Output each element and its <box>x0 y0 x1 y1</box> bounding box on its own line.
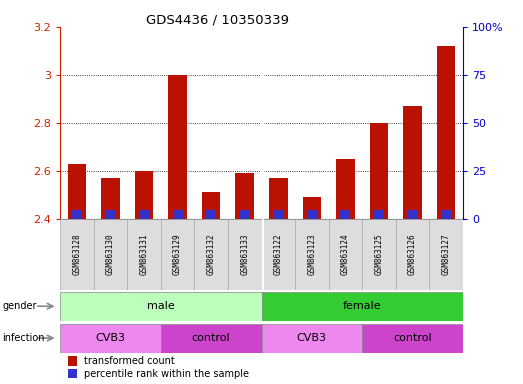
Text: GDS4436 / 10350339: GDS4436 / 10350339 <box>146 13 289 26</box>
Bar <box>273 210 283 219</box>
Text: gender: gender <box>3 301 37 311</box>
Bar <box>72 210 82 219</box>
Text: infection: infection <box>3 333 45 343</box>
Bar <box>437 46 456 219</box>
Bar <box>429 219 463 290</box>
Bar <box>60 219 94 290</box>
Bar <box>307 210 317 219</box>
Bar <box>328 219 362 290</box>
Bar <box>262 324 362 353</box>
Text: GSM863123: GSM863123 <box>308 233 316 275</box>
Bar <box>262 219 264 290</box>
Bar <box>161 324 262 353</box>
Bar <box>235 173 254 219</box>
Bar <box>295 219 328 290</box>
Text: GSM863131: GSM863131 <box>140 233 149 275</box>
Bar <box>374 210 384 219</box>
Bar <box>101 178 120 219</box>
Text: CVB3: CVB3 <box>297 333 327 343</box>
Text: GSM863122: GSM863122 <box>274 233 283 275</box>
Bar <box>262 219 295 290</box>
Bar <box>94 219 127 290</box>
Bar <box>106 210 116 219</box>
Bar <box>67 164 86 219</box>
Text: GSM863125: GSM863125 <box>374 233 383 275</box>
Text: GSM863133: GSM863133 <box>240 233 249 275</box>
Text: GSM863129: GSM863129 <box>173 233 182 275</box>
Text: female: female <box>343 301 381 311</box>
Text: percentile rank within the sample: percentile rank within the sample <box>84 369 248 379</box>
Bar <box>370 123 388 219</box>
Bar <box>60 292 262 321</box>
Bar <box>173 210 183 219</box>
Text: CVB3: CVB3 <box>96 333 126 343</box>
Bar <box>240 210 250 219</box>
Bar <box>396 219 429 290</box>
Bar <box>135 171 153 219</box>
Text: GSM863126: GSM863126 <box>408 233 417 275</box>
Text: GSM863130: GSM863130 <box>106 233 115 275</box>
Bar <box>403 106 422 219</box>
Bar <box>441 210 451 219</box>
Text: male: male <box>147 301 175 311</box>
Bar <box>168 75 187 219</box>
Text: transformed count: transformed count <box>84 356 175 366</box>
Bar <box>161 219 195 290</box>
Bar <box>340 210 350 219</box>
Bar <box>195 219 228 290</box>
Text: GSM863132: GSM863132 <box>207 233 215 275</box>
Bar <box>336 159 355 219</box>
Text: control: control <box>192 333 231 343</box>
Bar <box>362 324 463 353</box>
Bar <box>60 324 161 353</box>
Text: GSM863128: GSM863128 <box>72 233 82 275</box>
Text: GSM863127: GSM863127 <box>441 233 451 275</box>
Bar <box>139 210 149 219</box>
Text: GSM863124: GSM863124 <box>341 233 350 275</box>
Bar <box>262 292 463 321</box>
Bar <box>202 192 220 219</box>
Bar <box>362 219 396 290</box>
Bar <box>407 210 417 219</box>
Bar <box>303 197 321 219</box>
Bar <box>269 178 288 219</box>
Bar <box>127 219 161 290</box>
Text: control: control <box>393 333 432 343</box>
Bar <box>206 210 216 219</box>
Bar <box>228 219 262 290</box>
